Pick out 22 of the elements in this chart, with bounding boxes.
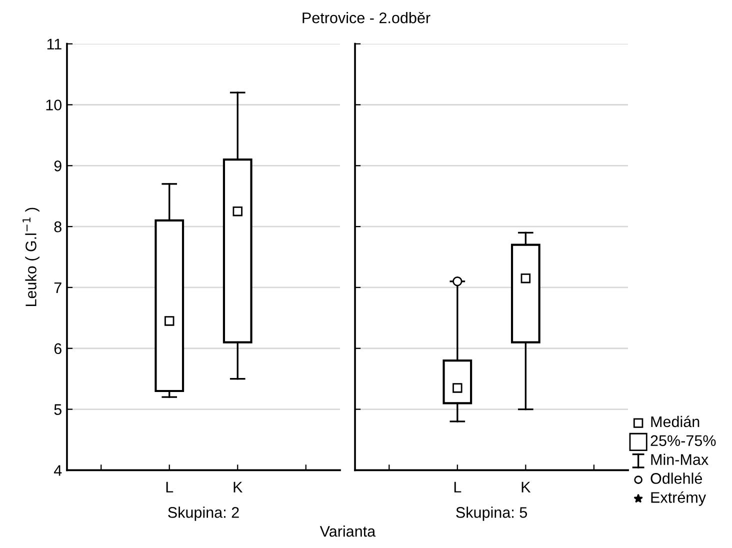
x-tick-label: K (522, 482, 531, 492)
text: 25%-75% (650, 435, 716, 446)
text: Petrovice - 2.odběr (302, 12, 430, 24)
text: Odlehlé (650, 472, 702, 484)
y-tick-label: 4 (54, 465, 62, 476)
y-tick-label: 11 (47, 38, 62, 50)
x-axis-title: Skupina: 5 (456, 506, 527, 521)
y-axis-title: Leuko ( G.l$^{−1}$ ) (22, 208, 40, 306)
x-axis-title: Skupina: 2 (168, 506, 239, 521)
y-tick-label: 9 (54, 160, 62, 172)
text: Medián (651, 416, 700, 428)
y-tick-label: 10 (46, 100, 62, 110)
text: Varianta (320, 526, 376, 537)
text: Min-Max (651, 454, 708, 465)
y-tick-label: 5 (54, 404, 62, 415)
text: Extrémy (651, 491, 706, 506)
y-tick-label: 6 (54, 343, 62, 354)
y-tick-label: 8 (54, 221, 62, 232)
x-tick-label: K (234, 482, 243, 492)
x-tick-label: L (454, 482, 462, 492)
x-tick-label: L (166, 482, 174, 492)
y-tick-label: 7 (54, 282, 62, 293)
